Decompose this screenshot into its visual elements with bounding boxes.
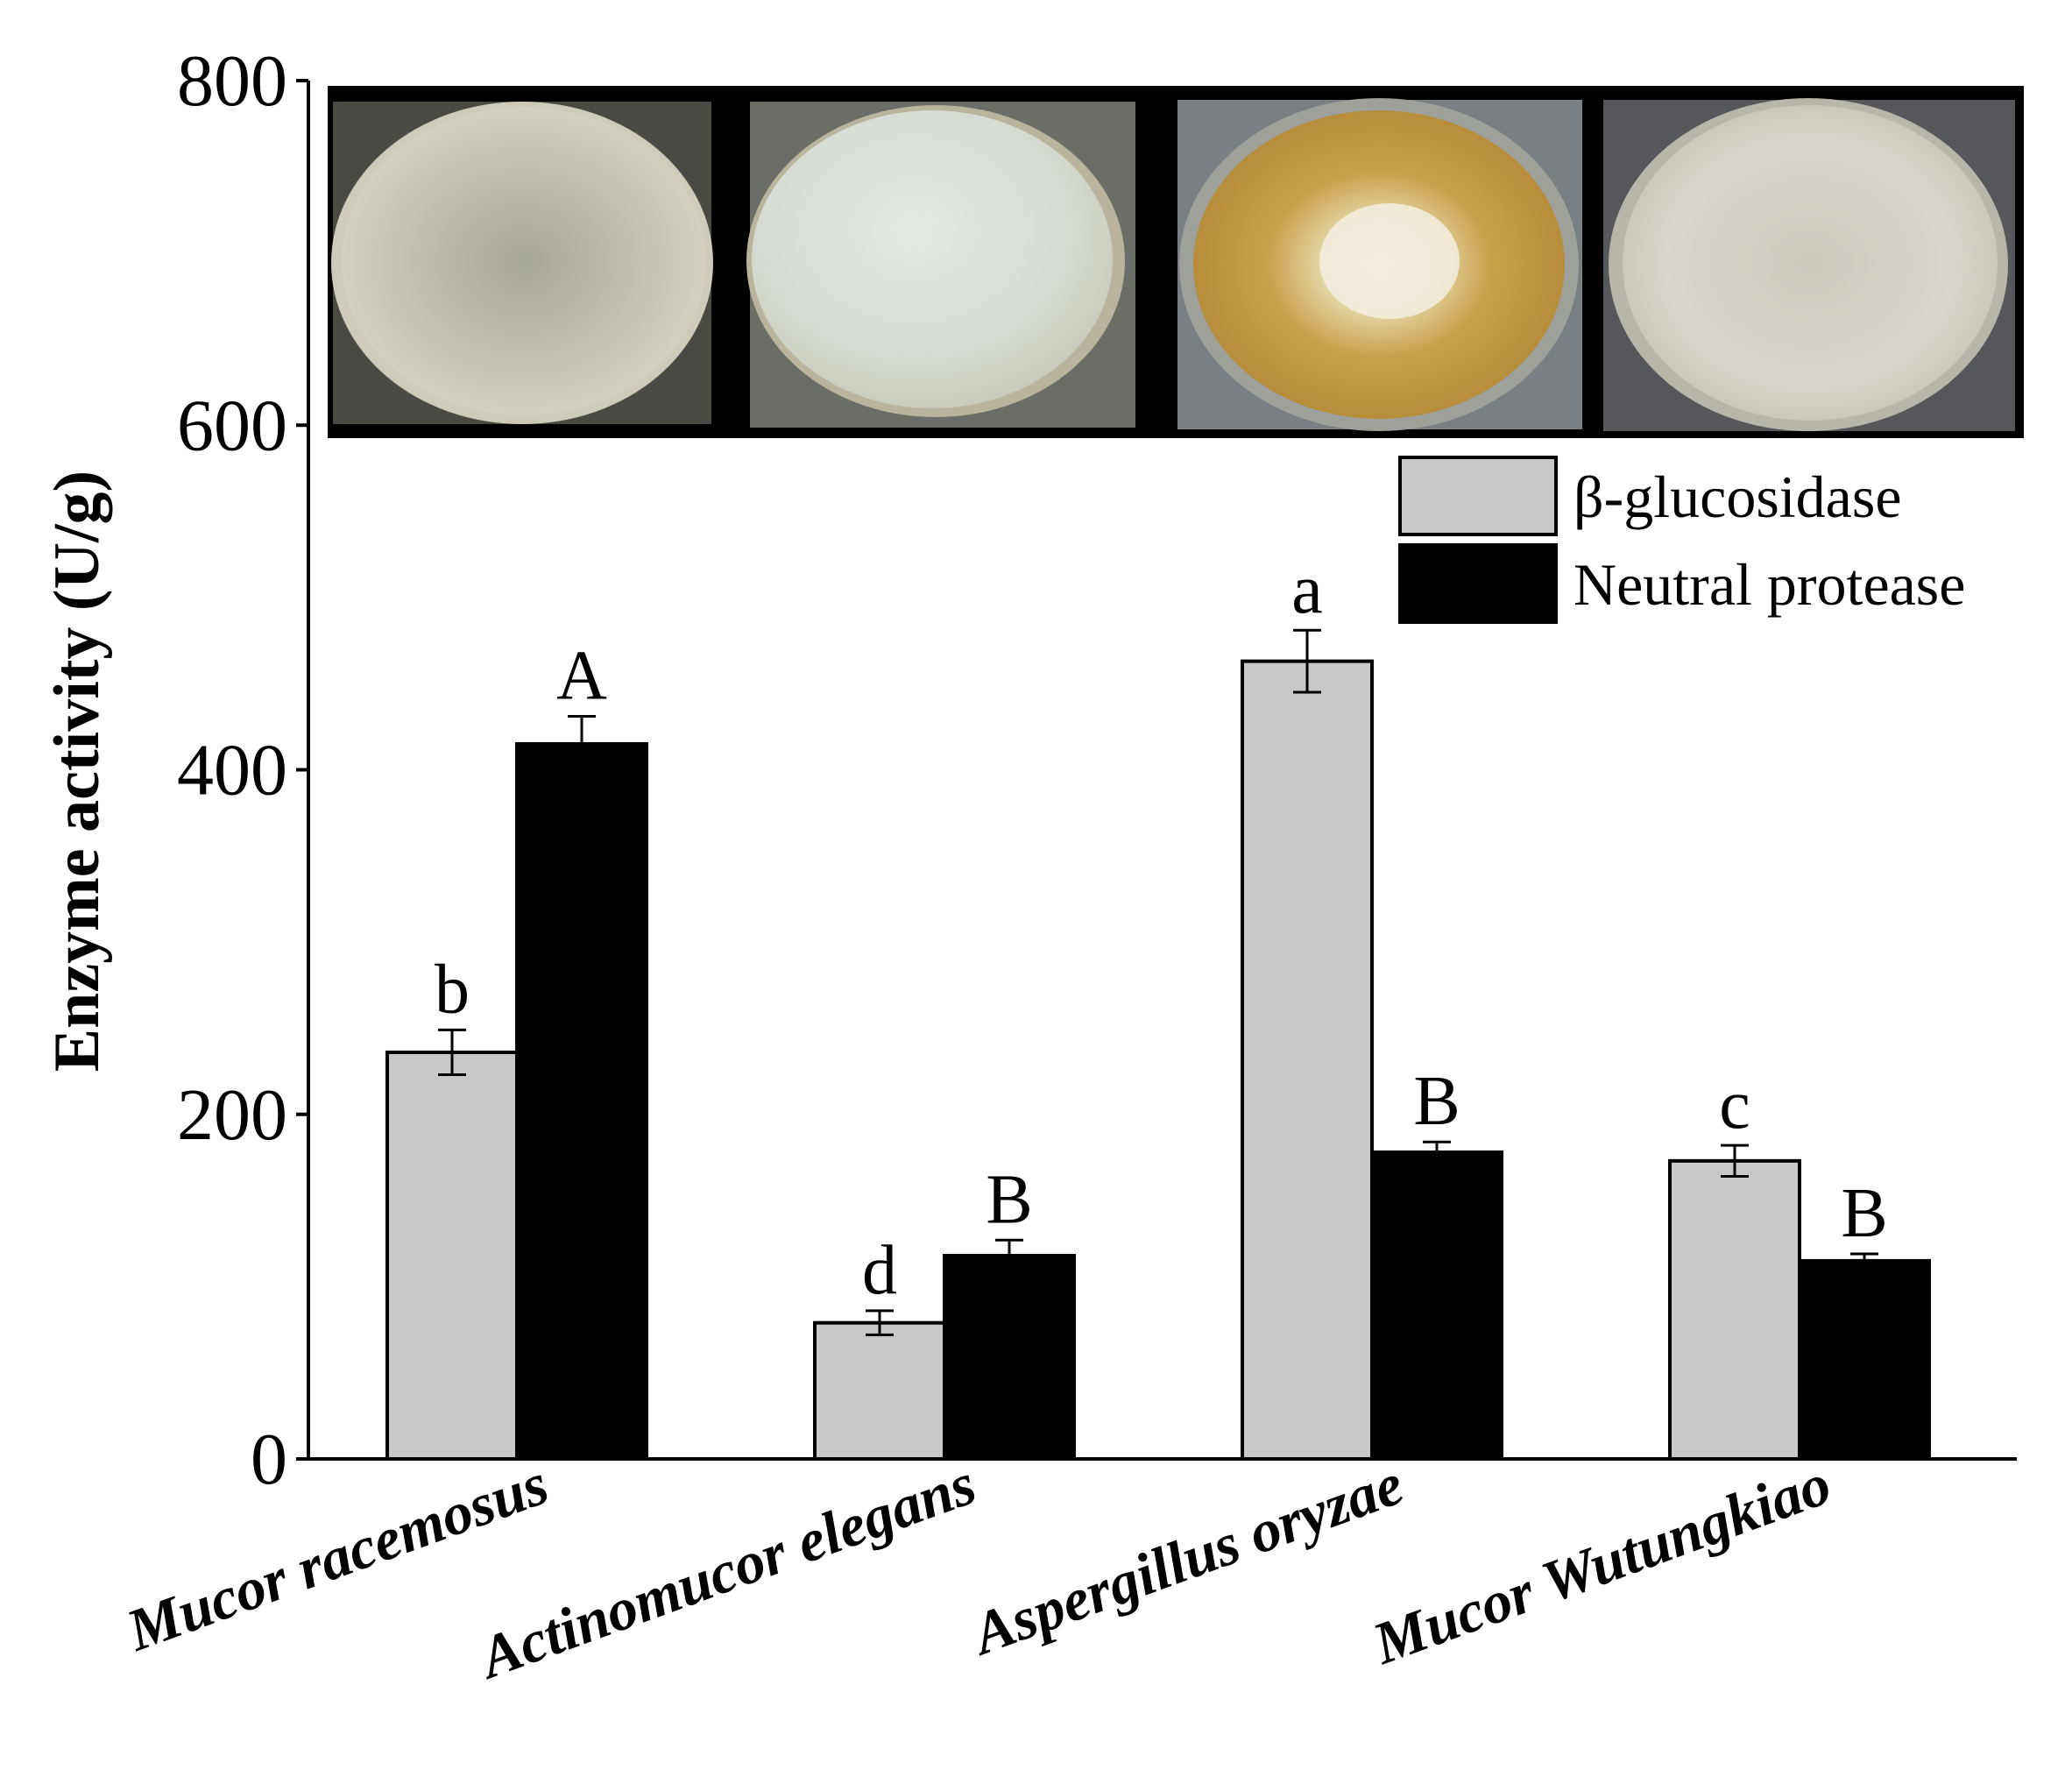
category-label-mucor-wutungkiao: Mucor Wutungkiao — [1364, 1450, 1840, 1677]
significance-label: a — [1291, 551, 1323, 628]
y-tick-label: 400 — [177, 730, 287, 811]
y-tick-label: 200 — [177, 1074, 287, 1156]
legend-label-beta-glucosidase: β-glucosidase — [1573, 464, 1902, 530]
legend-label-neutral-protease: Neutral protease — [1573, 551, 1965, 618]
y-tick-label: 0 — [251, 1419, 287, 1500]
bar-glucosidase-mucor-racemosus — [385, 1050, 519, 1461]
legend: β-glucosidase Neutral protease — [1398, 456, 1965, 624]
bars: b Ad Ba B c B — [385, 551, 1931, 1462]
bar-neutral-protease-mucor-racemosus — [515, 742, 648, 1461]
significance-label: B — [1841, 1175, 1887, 1252]
significance-label: c — [1719, 1066, 1750, 1143]
plate-photo-mucor-racemosus — [331, 102, 713, 424]
significance-label: d — [862, 1232, 897, 1309]
bar-neutral-protease-mucor-wutungkiao — [1798, 1258, 1931, 1461]
significance-label: B — [986, 1161, 1032, 1238]
y-axis-label: Enzyme activity (U/g) — [41, 471, 113, 1072]
legend-swatch-beta-glucosidase — [1398, 456, 1558, 536]
bar-neutral-protease-aspergillus-oryzae — [1370, 1150, 1503, 1461]
photo-strip — [328, 86, 2024, 438]
y-tick-label: 800 — [177, 40, 287, 122]
y-tick-label: 600 — [177, 385, 287, 466]
legend-swatch-neutral-protease — [1398, 543, 1558, 624]
significance-label: A — [556, 638, 607, 715]
bar-neutral-protease-actinomucor-elegans — [943, 1253, 1076, 1462]
category-label-aspergillus-oryzae: Aspergillus oryzae — [961, 1450, 1411, 1668]
plate-photo-mucor-wutungkiao — [1603, 98, 2015, 431]
significance-label: B — [1413, 1063, 1460, 1140]
plate-photo-actinomucor-elegans — [746, 102, 1135, 428]
plate-photo-aspergillus-oryzae — [1177, 98, 1582, 431]
bar-glucosidase-actinomucor-elegans — [813, 1320, 946, 1462]
y-ticks: 0 200 400 600 800 — [177, 40, 308, 1500]
bar-glucosidase-aspergillus-oryzae — [1241, 659, 1374, 1461]
significance-label: b — [435, 951, 470, 1028]
bar-glucosidase-mucor-wutungkiao — [1668, 1158, 1801, 1461]
